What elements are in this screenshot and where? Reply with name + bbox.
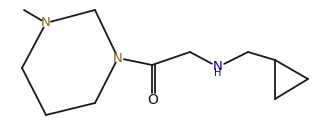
Text: N: N: [213, 60, 223, 74]
Text: N: N: [113, 51, 123, 65]
Text: H: H: [214, 67, 222, 77]
Text: O: O: [147, 93, 158, 107]
Text: N: N: [41, 16, 51, 29]
